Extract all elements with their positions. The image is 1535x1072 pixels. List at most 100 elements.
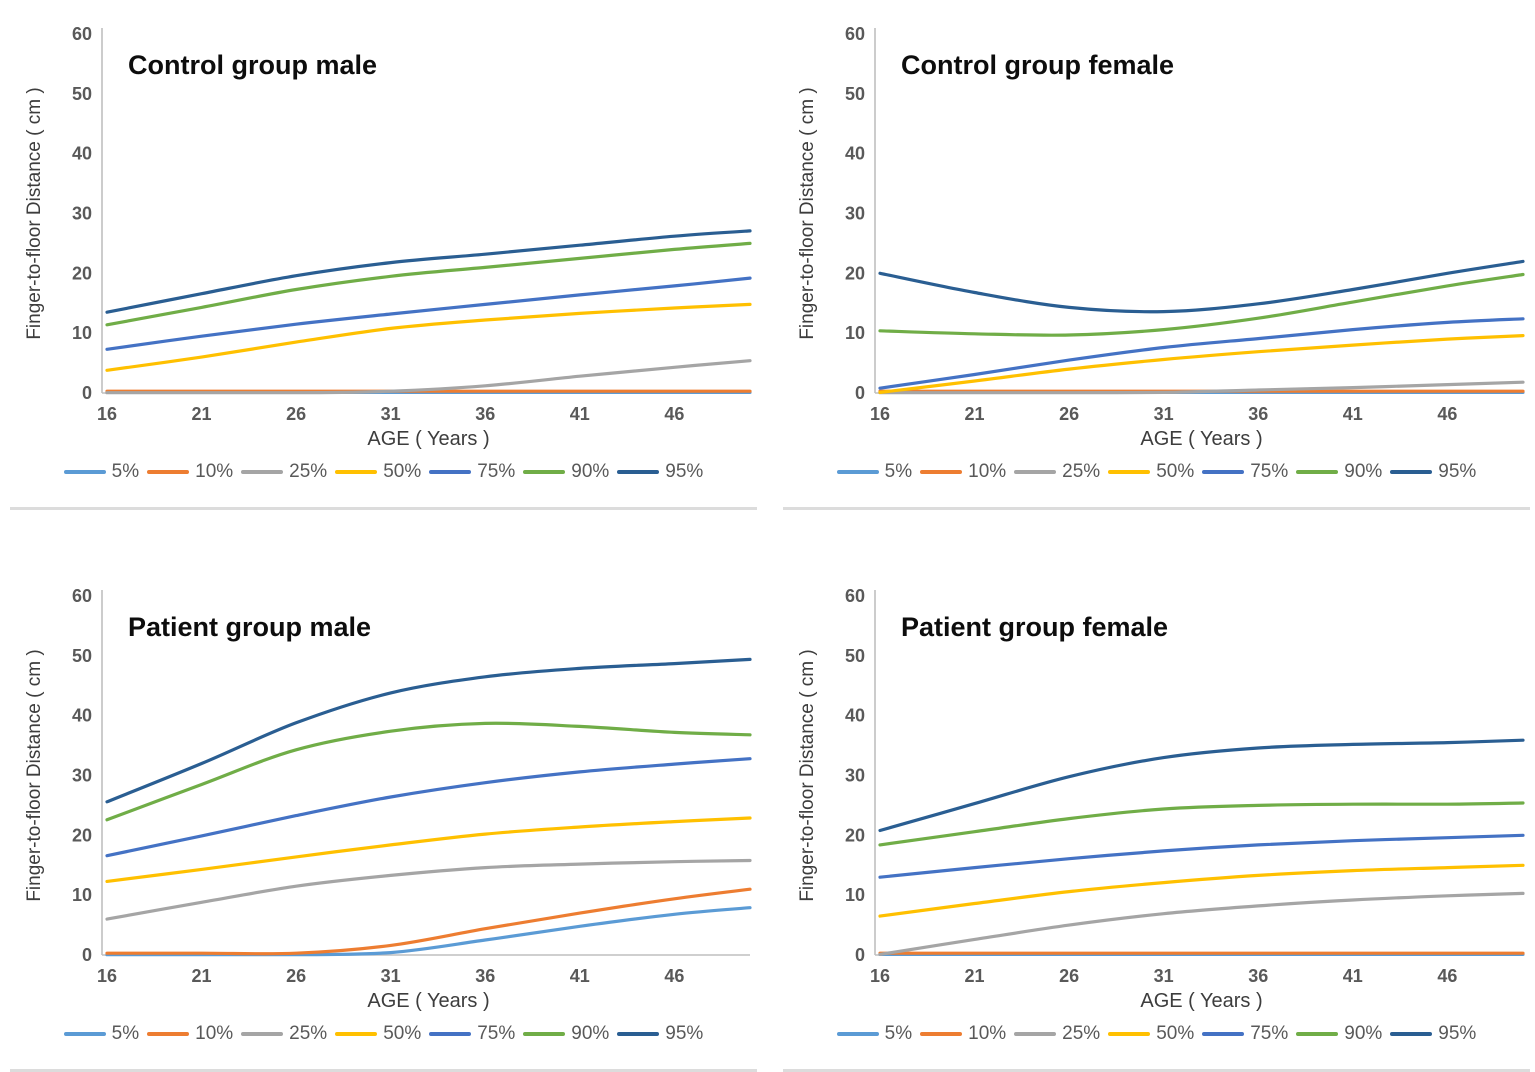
x-tick-label: 31 — [1154, 966, 1174, 986]
legend-item-50pct: 50% — [1108, 1023, 1194, 1045]
x-tick-label: 41 — [570, 404, 590, 424]
chart-svg: Finger-to-floor Distance ( cm ) 0 10 20 30 40… — [797, 586, 1525, 1012]
x-axis-title: AGE ( Years ) — [367, 990, 489, 1012]
series-line-75pct — [878, 317, 1525, 390]
y-tick-label: 10 — [72, 885, 92, 905]
series-line-75pct — [105, 757, 752, 858]
chart-panel-control-male: Finger-to-floor Distance ( cm ) 0 10 20 30 40… — [10, 8, 757, 510]
legend-swatch-icon — [1390, 470, 1433, 474]
legend-item-50pct: 50% — [335, 461, 421, 483]
legend-label: 95% — [1438, 461, 1477, 482]
y-tick-label: 50 — [72, 84, 92, 104]
y-tick-label: 30 — [72, 204, 92, 224]
legend-label: 75% — [477, 461, 516, 482]
chart-panel-patient-male: Finger-to-floor Distance ( cm ) 0 10 20 30 40… — [10, 570, 757, 1072]
legend-swatch-icon — [1108, 1032, 1151, 1036]
legend-item-25pct: 25% — [241, 1023, 327, 1045]
legend: 5% 10% 25% 50% 75% 90% 95% — [10, 456, 757, 488]
x-tick-label: 36 — [1248, 404, 1268, 424]
chart-svg: Finger-to-floor Distance ( cm ) 0 10 20 30 40… — [24, 24, 752, 450]
legend-swatch-icon — [429, 1032, 472, 1036]
series-line-90pct — [878, 272, 1525, 337]
legend-item-5pct: 5% — [63, 1023, 139, 1045]
legend-label: 25% — [289, 1023, 328, 1044]
legend-swatch-icon — [617, 470, 660, 474]
y-tick-label: 50 — [845, 646, 865, 666]
legend-item-75pct: 75% — [429, 1023, 515, 1045]
series-line-10pct — [105, 887, 752, 956]
legend-label: 90% — [571, 1023, 610, 1044]
x-tick-label: 16 — [97, 404, 117, 424]
y-axis-title: Finger-to-floor Distance ( cm ) — [797, 87, 818, 339]
series-line-95pct — [105, 229, 752, 314]
y-tick-label: 60 — [845, 24, 865, 44]
legend-label: 5% — [884, 461, 913, 482]
legend: 5% 10% 25% 50% 75% 90% 95% — [783, 456, 1530, 488]
legend-label: 5% — [111, 461, 140, 482]
series-line-90pct — [878, 801, 1525, 847]
chart-title: Control group male — [128, 50, 377, 80]
y-tick-label: 20 — [72, 263, 92, 283]
legend-item-5pct: 5% — [836, 1023, 913, 1045]
x-tick-label: 46 — [664, 404, 684, 424]
series-line-95pct — [878, 259, 1525, 314]
chart-title: Patient group male — [128, 612, 371, 642]
x-tick-label: 26 — [286, 404, 306, 424]
chart-title: Patient group female — [901, 612, 1168, 642]
x-tick-label: 46 — [664, 966, 684, 986]
legend-swatch-icon — [617, 1032, 660, 1036]
legend-swatch-icon — [920, 470, 963, 474]
legend-swatch-icon — [63, 1032, 106, 1036]
series-line-90pct — [105, 241, 752, 327]
x-tick-label: 16 — [870, 966, 890, 986]
x-tick-label: 41 — [1343, 966, 1363, 986]
series-line-75pct — [105, 276, 752, 351]
legend-item-90pct: 90% — [523, 1023, 609, 1045]
legend-swatch-icon — [836, 1032, 879, 1036]
series-line-25pct — [878, 380, 1525, 395]
y-tick-label: 0 — [855, 945, 865, 965]
chart-panel-patient-female: Finger-to-floor Distance ( cm ) 0 10 20 30 40… — [783, 570, 1530, 1072]
series-line-95pct — [105, 657, 752, 804]
legend-label: 75% — [477, 1023, 516, 1044]
legend-item-75pct: 75% — [1202, 461, 1288, 483]
legend-swatch-icon — [241, 470, 284, 474]
series-line-90pct — [105, 721, 752, 822]
legend-label: 75% — [1250, 1023, 1289, 1044]
legend-item-50pct: 50% — [335, 1023, 421, 1045]
legend-label: 25% — [1062, 461, 1101, 482]
y-tick-label: 40 — [845, 706, 865, 726]
legend-label: 25% — [289, 461, 328, 482]
series-line-25pct — [105, 359, 752, 395]
legend-label: 5% — [884, 1023, 913, 1044]
x-tick-label: 31 — [1154, 404, 1174, 424]
x-tick-label: 21 — [192, 404, 212, 424]
legend-label: 90% — [1344, 461, 1383, 482]
legend-item-5pct: 5% — [63, 461, 140, 483]
x-tick-label: 21 — [965, 966, 985, 986]
legend-swatch-icon — [523, 470, 566, 474]
series-line-50pct — [105, 816, 752, 883]
legend-swatch-icon — [836, 470, 879, 474]
legend-item-95pct: 95% — [1390, 1023, 1476, 1045]
x-tick-label: 36 — [475, 404, 495, 424]
y-tick-label: 50 — [72, 646, 92, 666]
y-tick-label: 0 — [82, 383, 92, 403]
legend-swatch-icon — [1296, 470, 1339, 474]
x-tick-label: 46 — [1437, 966, 1457, 986]
x-tick-label: 21 — [192, 966, 212, 986]
y-tick-label: 60 — [72, 586, 92, 606]
y-tick-label: 10 — [845, 323, 865, 343]
legend-item-5pct: 5% — [836, 461, 913, 483]
legend: 5% 10% 25% 50% 75% 90% 95% — [10, 1018, 757, 1050]
legend-swatch-icon — [335, 470, 378, 474]
y-axis-title: Finger-to-floor Distance ( cm ) — [24, 87, 45, 339]
x-tick-label: 41 — [570, 966, 590, 986]
y-tick-label: 50 — [845, 84, 865, 104]
y-tick-label: 30 — [845, 204, 865, 224]
x-tick-label: 46 — [1437, 404, 1457, 424]
series-line-25pct — [105, 858, 752, 921]
legend-swatch-icon — [1014, 1032, 1057, 1036]
y-tick-label: 10 — [845, 885, 865, 905]
series-line-50pct — [878, 334, 1525, 394]
